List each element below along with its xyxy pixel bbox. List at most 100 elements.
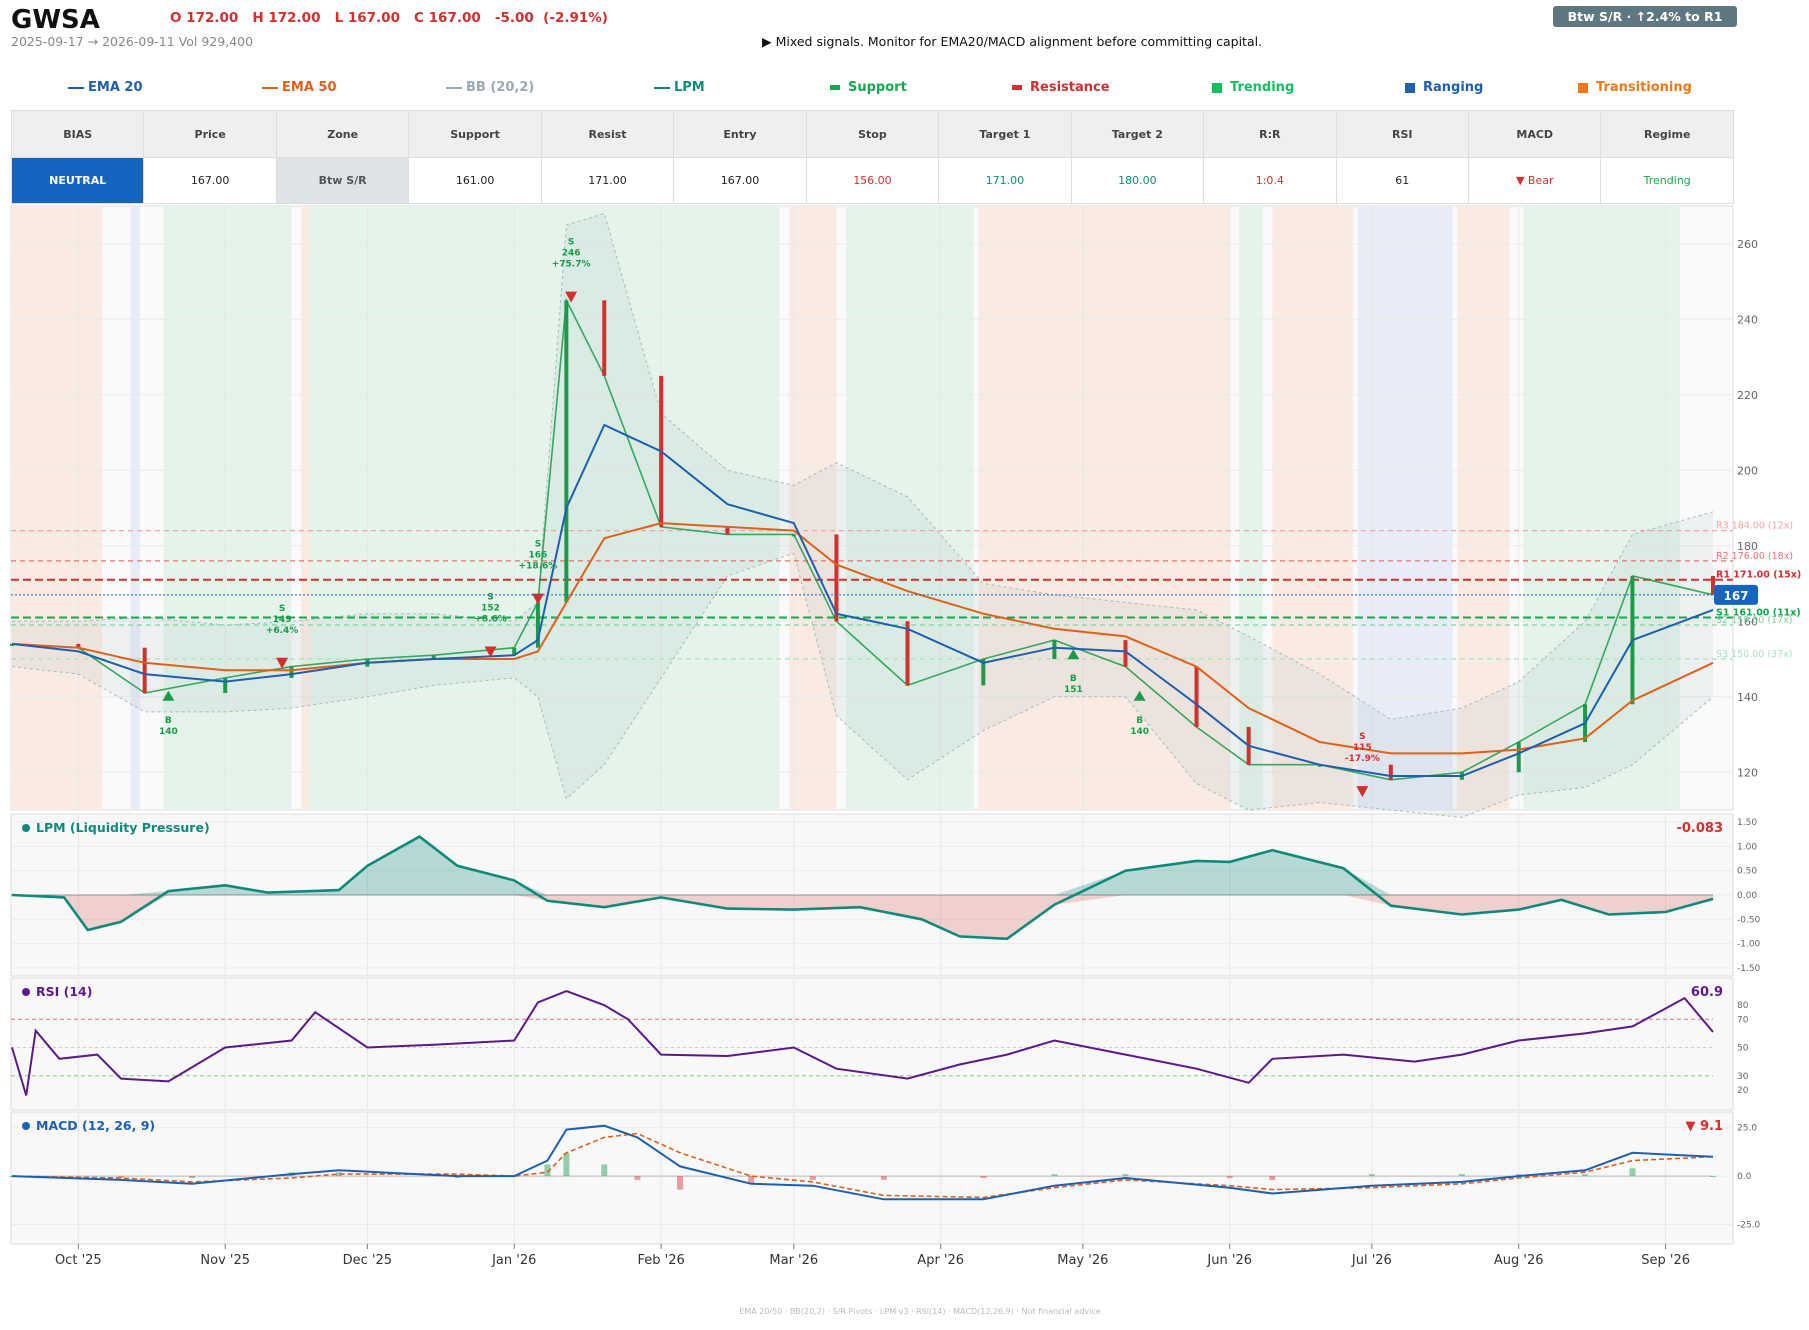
regime-band-transitioning (12, 206, 103, 810)
macd-histogram-bar (601, 1164, 608, 1177)
signal-label: S (1359, 732, 1365, 742)
price-y-tick: 240 (1737, 313, 1758, 326)
sell-signal-marker (531, 593, 544, 605)
price-y-tick: 160 (1737, 615, 1758, 628)
macd-histogram-bar (1710, 1176, 1716, 1178)
ema50-line (11, 522, 1714, 755)
macd-histogram-bar (1226, 1176, 1233, 1178)
x-tick-label: Aug '26 (1494, 1253, 1544, 1268)
macd-histogram-bar (1629, 1168, 1636, 1177)
x-tick-label: Apr '26 (917, 1253, 964, 1268)
legend-label: BB (20,2) (466, 80, 535, 95)
summary-table-row: NEUTRAL 167.00 Btw S/R 161.00 171.00 167.00 15… (10, 157, 1734, 204)
price-candle (223, 677, 228, 693)
lpm-negative-area (12, 895, 1713, 939)
regime-band-transitioning (1457, 206, 1510, 810)
regime-band-ranging (130, 206, 140, 810)
last-price-tag (1714, 584, 1758, 605)
level-label: R2 176.00 (18x) (1716, 551, 1793, 562)
signal-label: S (568, 238, 574, 248)
regime-band-transitioning (1272, 206, 1353, 810)
macd-panel-bg (10, 1111, 1734, 1245)
price-candle (1516, 742, 1521, 773)
signal-label: B (165, 716, 172, 726)
cell-r-r: 1:0.4 (1203, 157, 1337, 204)
price-candle (142, 647, 147, 693)
col-header-rsi: RSI (1335, 110, 1469, 158)
price-candle (1388, 764, 1393, 780)
x-tick-label: May '26 (1057, 1253, 1108, 1268)
col-header-regime: Regime (1600, 110, 1734, 158)
rsi-panel-bg (10, 977, 1734, 1111)
cell-rsi: 61 (1335, 157, 1469, 204)
lpm-y-tick: 1.00 (1737, 842, 1757, 852)
signal-pct: +18.6% (519, 562, 558, 572)
buy-signal-marker (1133, 690, 1146, 701)
level-label: S2 159.00 (17x) (1716, 615, 1792, 626)
cell-macd: ▼ Bear (1467, 157, 1602, 204)
x-tick-label: Nov '25 (200, 1253, 250, 1268)
price-candle (905, 621, 910, 686)
signal-price: 152 (481, 603, 500, 613)
macd-histogram-bar (544, 1164, 551, 1177)
x-tick-label: Dec '25 (343, 1253, 392, 1268)
cell-zone: Btw S/R (275, 157, 410, 204)
legend-swatch (1012, 85, 1022, 90)
price-y-tick: 260 (1737, 238, 1758, 251)
rsi-y-tick: 70 (1737, 1015, 1749, 1025)
legend-label: LPM (674, 80, 705, 95)
cell-price: 167.00 (143, 157, 277, 204)
price-candle (289, 666, 294, 678)
regime-band-trending (1523, 206, 1680, 810)
rsi-y-tick: 20 (1737, 1086, 1749, 1096)
price-candle (1052, 640, 1057, 659)
regime-band-trending (845, 206, 974, 810)
signal-pct: -17.9% (1345, 754, 1380, 764)
level-label: R3 184.00 (12x) (1716, 521, 1793, 532)
price-candle (1123, 640, 1128, 667)
macd-histogram-bar (1582, 1174, 1589, 1177)
legend-swatch (654, 86, 670, 89)
col-header-macd: MACD (1467, 110, 1602, 158)
macd-y-tick: -25.0 (1737, 1220, 1761, 1230)
col-header-r-r: R:R (1203, 110, 1337, 158)
sell-signal-marker (276, 657, 289, 669)
x-tick-label: Feb '26 (637, 1253, 684, 1268)
macd-histogram-bar (1458, 1174, 1465, 1177)
legend-label: Resistance (1030, 80, 1110, 95)
ema20-line (11, 423, 1714, 777)
lpm-line (11, 835, 1714, 941)
price-candle (1711, 575, 1715, 595)
sell-signal-marker (565, 291, 578, 303)
legend-label: Support (848, 80, 907, 95)
macd-title-dot (22, 1122, 30, 1130)
price-candle (76, 643, 81, 648)
legend-item-ema-20: EMA 20 (68, 80, 143, 95)
cell-resist: 171.00 (540, 157, 675, 204)
lpm-y-tick: 1.50 (1737, 818, 1757, 828)
zone-badge: Btw S/R · ↑2.4% to R1 (1553, 6, 1737, 27)
footer-note: EMA 20/50 · BB(20,2) · S/R Pivots · LPM … (739, 1307, 1101, 1316)
sell-signal-marker (1356, 786, 1369, 798)
legend-item-lpm: LPM (654, 80, 705, 95)
signal-price: 115 (1353, 743, 1372, 753)
legend-item-trending: Trending (1212, 80, 1294, 95)
legend-item-support: Support (830, 80, 907, 95)
cell-target-2: 180.00 (1070, 157, 1205, 204)
macd-histogram-bar (980, 1176, 987, 1178)
summary-table: BIAS Price Zone Support Resist Entry Stop Targe… (10, 110, 1734, 204)
lpm-y-tick: 0.00 (1737, 891, 1757, 901)
lpm-y-tick: -1.00 (1737, 940, 1761, 950)
price-candle (981, 659, 986, 686)
price-y-tick: 180 (1737, 540, 1758, 553)
signal-price: 140 (1130, 727, 1149, 737)
legend-swatch (1212, 82, 1222, 93)
cell-target-1: 171.00 (938, 157, 1072, 204)
regime-band-transitioning (789, 206, 837, 810)
x-tick-label: Oct '25 (55, 1253, 102, 1268)
legend-label: Transitioning (1596, 80, 1692, 95)
price-candle (834, 534, 839, 622)
macd-y-tick: 25.0 (1737, 1124, 1757, 1134)
legend-item-bb-20-2: BB (20,2) (446, 80, 534, 95)
cell-stop: 156.00 (805, 157, 940, 204)
